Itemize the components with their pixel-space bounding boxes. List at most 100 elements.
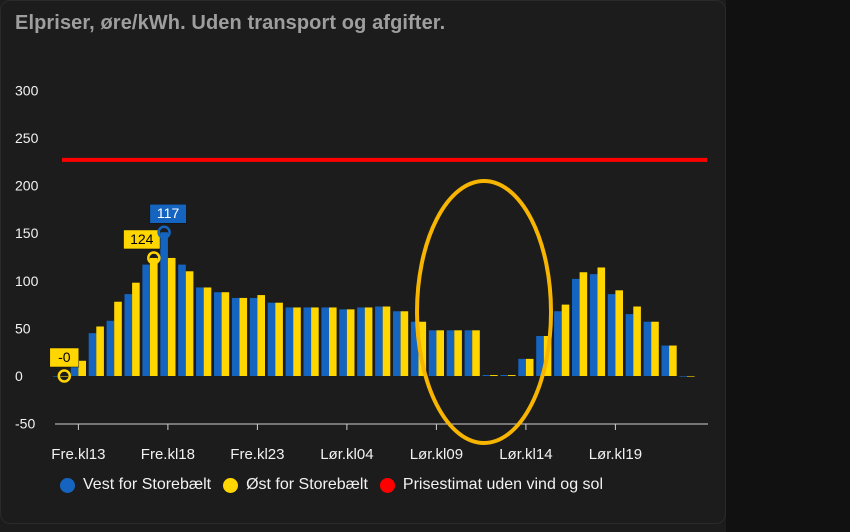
y-tick-label: 0	[15, 368, 23, 384]
bar-vest	[321, 307, 329, 376]
bar-vest	[589, 274, 598, 376]
x-tick-label: Lør.kl14	[499, 446, 552, 463]
bar-vest	[70, 366, 79, 376]
bar-vest	[124, 294, 133, 376]
x-tick-label: Fre.kl18	[141, 446, 195, 463]
bar-oest	[257, 295, 265, 376]
bar-vest	[446, 330, 455, 376]
legend-item-vest[interactable]: Vest for Storebælt	[60, 476, 211, 494]
bar-oest	[114, 301, 122, 376]
bar-oest	[615, 290, 623, 376]
data-label: -0	[58, 349, 71, 365]
point-marker	[57, 369, 72, 383]
y-tick-label: 250	[15, 130, 39, 146]
bar-vest	[160, 232, 168, 376]
bar-vest	[518, 358, 526, 376]
bar-oest	[293, 307, 301, 376]
legend-label-oest: Øst for Storebælt	[246, 476, 368, 493]
bar-oest	[561, 304, 570, 376]
chart-card	[0, 0, 726, 524]
legend-label-vest: Vest for Storebælt	[83, 476, 212, 493]
bar-vest	[607, 294, 616, 376]
bar-oest	[364, 307, 373, 376]
legend-dot-prisestimat	[379, 477, 395, 493]
bar-oest	[508, 375, 516, 376]
x-tick-label: Lør.kl09	[410, 446, 463, 463]
x-tick-label: Lør.kl19	[589, 446, 642, 463]
bar-vest	[625, 314, 634, 376]
bar-oest	[651, 321, 659, 376]
legend-item-prisestimat[interactable]: Prisestimat uden vind og sol	[379, 476, 603, 494]
bar-vest	[643, 321, 652, 376]
bar-vest	[214, 292, 222, 376]
bar-oest	[472, 330, 480, 376]
bar-vest	[464, 330, 473, 376]
bar-oest	[400, 311, 409, 376]
bar-oest	[633, 306, 641, 376]
y-tick-label: 150	[15, 225, 39, 241]
point-marker	[147, 251, 161, 265]
bar-vest	[428, 330, 437, 376]
bar-oest	[525, 358, 534, 376]
bar-oest	[60, 376, 69, 377]
bar-vest	[410, 321, 419, 376]
data-label: 117	[157, 205, 180, 221]
bar-oest	[132, 282, 140, 376]
data-label: 124	[130, 231, 154, 247]
bar-oest	[311, 307, 319, 376]
chart-title: Elpriser, øre/kWh. Uden transport og afg…	[15, 12, 446, 34]
bar-vest	[178, 264, 186, 376]
bar-oest	[329, 307, 337, 376]
bar-oest	[454, 330, 462, 376]
highlight-ellipse	[415, 179, 553, 445]
bar-oest	[96, 326, 104, 376]
bar-vest	[357, 307, 365, 376]
bar-oest	[687, 376, 695, 377]
bar-oest	[203, 287, 212, 376]
bar-vest	[267, 302, 276, 376]
bar-vest	[249, 297, 258, 376]
y-tick-label: 300	[15, 82, 39, 98]
bar-oest	[436, 330, 444, 376]
bar-vest	[554, 311, 562, 376]
bar-oest	[669, 345, 677, 376]
bar-vest	[482, 375, 491, 376]
bar-vest	[679, 376, 687, 377]
bar-oest	[275, 302, 283, 376]
legend-dot-vest	[60, 477, 75, 493]
bar-oest	[579, 272, 588, 376]
x-tick-label: Lør.kl04	[320, 446, 373, 463]
bar-oest	[78, 360, 86, 376]
data-label-box	[49, 347, 80, 368]
legend-label-prisestimat: Prisestimat uden vind og sol	[402, 476, 603, 493]
bar-oest	[185, 271, 194, 376]
bar-vest	[88, 333, 97, 376]
legend-item-oest[interactable]: Øst for Storebælt	[223, 476, 368, 494]
bar-vest	[572, 278, 580, 376]
bar-oest	[221, 292, 230, 376]
x-tick-label: Fre.kl13	[51, 446, 105, 463]
bar-vest	[661, 345, 670, 376]
bar-oest	[418, 321, 427, 376]
bar-oest	[346, 309, 355, 376]
y-tick-label: 200	[15, 178, 39, 194]
bar-vest	[106, 320, 115, 376]
bar-vest	[339, 309, 347, 376]
page-background	[726, 0, 850, 532]
bar-vest	[375, 306, 383, 376]
bar-oest	[382, 306, 391, 376]
bar-vest	[52, 376, 61, 377]
bar-vest	[196, 287, 204, 376]
bar-vest	[231, 297, 240, 376]
y-tick-label: 50	[15, 320, 31, 336]
legend-dot-oest	[223, 477, 239, 493]
x-tick-label: Fre.kl23	[230, 446, 284, 463]
bar-vest	[536, 336, 544, 376]
bar-oest	[239, 297, 248, 376]
data-label-box	[149, 203, 187, 224]
bar-vest	[303, 307, 312, 376]
bar-oest	[167, 257, 176, 376]
bar-oest	[597, 267, 606, 376]
point-marker	[157, 225, 171, 239]
